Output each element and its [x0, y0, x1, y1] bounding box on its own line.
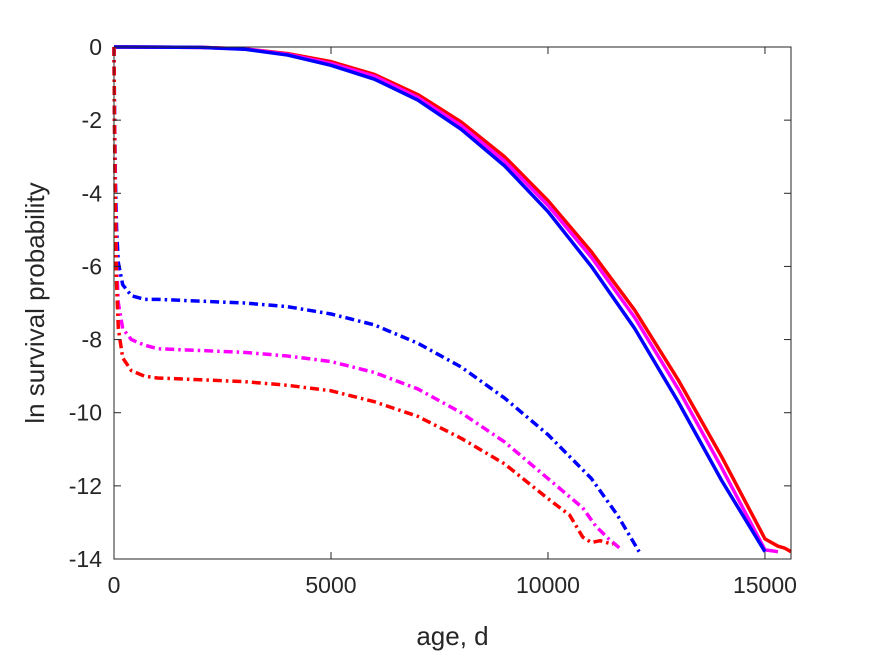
y-tick-label: 0: [89, 34, 102, 60]
series-layer: [112, 45, 792, 554]
x-tick-label: 0: [108, 572, 121, 598]
y-tick-label: -4: [82, 180, 103, 206]
y-tick-label: -2: [82, 107, 102, 133]
y-axis-label: ln survival probability: [20, 182, 50, 423]
tick-layer: 0 5000 10000 15000 0 -2 -4 -6 -8 -10 -12 -14: [69, 34, 797, 598]
y-tick-label: -6: [82, 253, 102, 279]
series-line-5: [112, 46, 623, 552]
x-tick-label: 10000: [516, 572, 580, 598]
y-tick-label: -10: [69, 400, 102, 426]
x-tick-label: 15000: [733, 572, 797, 598]
plot-frame: [113, 46, 792, 560]
series-line-6: [112, 46, 614, 547]
series-line-4: [112, 46, 641, 553]
y-tick-label: -14: [69, 546, 102, 572]
x-tick-label: 5000: [305, 572, 356, 598]
y-tick-label: -8: [82, 327, 102, 353]
series-line-2: [113, 45, 779, 554]
series-line-3: [113, 45, 767, 553]
y-tick-label: -12: [69, 473, 102, 499]
x-axis-label: age, d: [416, 621, 488, 651]
